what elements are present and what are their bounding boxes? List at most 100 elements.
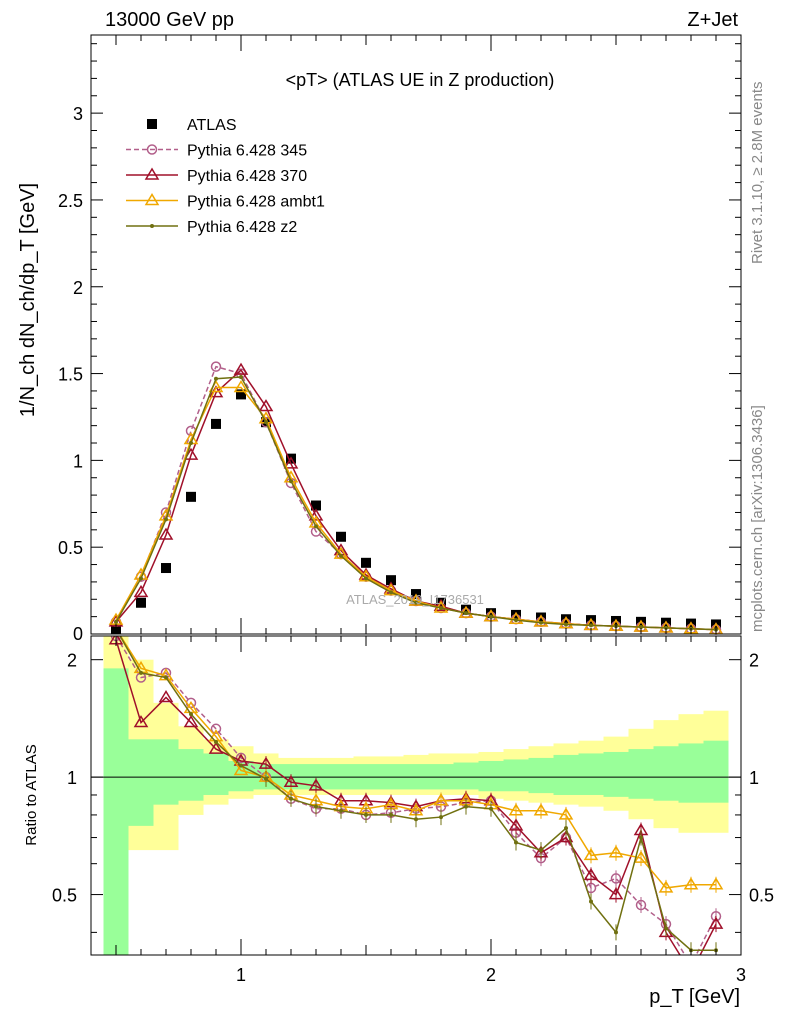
- upper-ylabel: 1/N_ch dN_ch/dp_T [GeV]: [17, 183, 39, 417]
- band-green: [128, 739, 154, 826]
- ratio-point-pythia-6-428-ambt1: [508, 803, 524, 816]
- point-pythia-6-428-z2: [264, 420, 268, 425]
- point-pythia-6-428-z2: [164, 517, 168, 522]
- ratio-point-pythia-6-428-z2: [639, 835, 643, 840]
- ratio-point-pythia-6-428-370: [158, 690, 174, 703]
- point-pythia-6-428-z2: [314, 524, 318, 529]
- ratio-point-pythia-6-428-z2: [214, 740, 218, 745]
- ratio-clip-group: [91, 636, 741, 977]
- point-pythia-6-428-ambt1: [533, 614, 549, 627]
- ratio-point-pythia-6-428-z2: [264, 776, 268, 781]
- ratio-point-pythia-6-428-z2: [389, 812, 393, 817]
- point-pythia-6-428-ambt1: [408, 593, 424, 606]
- upper-ytick-label: 1.5: [58, 365, 83, 385]
- point-pythia-6-428-z2: [464, 611, 468, 616]
- point-atlas: [311, 500, 321, 511]
- ratio-point-pythia-6-428-ambt1: [433, 793, 449, 806]
- legend-marker-pythia-6-428-ambt1: [144, 193, 160, 206]
- point-pythia-6-428-z2: [214, 376, 218, 381]
- upper-ytick-label: 0: [73, 624, 83, 644]
- ratio-point-pythia-6-428-ambt1: [683, 877, 699, 890]
- ratio-point-pythia-6-428-ambt1: [658, 880, 674, 893]
- band-green: [578, 753, 604, 795]
- ratio-point-pythia-6-428-z2: [439, 815, 443, 820]
- band-green: [653, 746, 679, 801]
- ratio-point-pythia-6-428-z2: [239, 763, 243, 768]
- ratio-series-lines: [91, 636, 741, 977]
- ratio-ytick-label-right: 2: [749, 651, 759, 671]
- watermark: ATLAS_2019_I1736531: [346, 592, 484, 607]
- upper-ytick-label: 2.5: [58, 191, 83, 211]
- ratio-point-pythia-6-428-z2: [189, 712, 193, 717]
- xtick-label: 1: [236, 965, 246, 985]
- point-pythia-6-428-z2: [489, 614, 493, 619]
- band-green: [203, 753, 229, 795]
- ratio-point-pythia-6-428-345: [210, 723, 222, 735]
- band-group: [103, 636, 729, 955]
- ratio-ylabel: Ratio to ATLAS: [23, 744, 40, 845]
- point-atlas: [161, 563, 171, 574]
- point-pythia-6-428-z2: [289, 479, 293, 484]
- point-pythia-6-428-z2: [639, 625, 643, 630]
- ratio-point-pythia-6-428-370: [258, 756, 274, 769]
- ratio-point-pythia-6-428-ambt1: [233, 763, 249, 776]
- ratio-point-pythia-6-428-370: [685, 967, 697, 977]
- ratio-point-pythia-6-428-370: [133, 715, 149, 728]
- ratio-ytick-label-right: 1: [749, 768, 759, 788]
- point-atlas: [236, 389, 246, 400]
- ratio-point-pythia-6-428-ambt1: [608, 845, 624, 858]
- upper-series-lines: [108, 361, 724, 635]
- point-pythia-6-428-370: [308, 508, 324, 521]
- legend-marker-pythia-6-428-370: [144, 167, 160, 180]
- ratio-point-pythia-6-428-370: [308, 778, 324, 791]
- point-atlas: [361, 557, 371, 568]
- header-left: 13000 GeV pp: [105, 9, 234, 31]
- ratio-point-pythia-6-428-345: [687, 960, 696, 969]
- band-green: [703, 740, 729, 803]
- legend-marker-pythia-6-428-z2: [150, 224, 154, 228]
- band-green: [178, 749, 204, 801]
- ratio-point-pythia-6-428-370: [708, 916, 724, 929]
- ratio-point-pythia-6-428-z2: [589, 899, 593, 904]
- point-atlas: [136, 597, 146, 608]
- point-pythia-6-428-z2: [139, 576, 143, 581]
- legend-marker-pythia-6-428-345: [146, 144, 158, 155]
- point-atlas: [461, 604, 471, 615]
- ratio-point-pythia-6-428-z2: [314, 804, 318, 809]
- point-pythia-6-428-z2: [664, 625, 668, 630]
- band-green: [678, 743, 704, 803]
- point-pythia-6-428-ambt1: [383, 583, 399, 596]
- ratio-point-pythia-6-428-z2: [139, 670, 143, 675]
- point-pythia-6-428-z2: [539, 620, 543, 625]
- ratio-ytick-label: 0.5: [52, 886, 77, 906]
- point-pythia-6-428-370: [283, 456, 299, 469]
- header-right: Z+Jet: [687, 9, 738, 31]
- upper-ytick-label: 1: [73, 451, 83, 471]
- ratio-point-pythia-6-428-z2: [339, 808, 343, 813]
- band-green: [628, 749, 654, 799]
- upper-ytick-label: 2: [73, 278, 83, 298]
- chart-title: <pT> (ATLAS UE in Z production): [286, 70, 555, 90]
- point-pythia-6-428-ambt1: [558, 616, 574, 629]
- ratio-point-pythia-6-428-z2: [364, 812, 368, 817]
- axes: 0 0.5 1 1.5 2 2.5 3 1 2 3 0.5 0.5 1 1 2 2: [52, 34, 774, 985]
- legend-marker-atlas: [147, 119, 157, 129]
- ratio-point-pythia-6-428-z2: [564, 826, 568, 831]
- ratio-point-pythia-6-428-370: [508, 818, 524, 831]
- point-pythia-6-428-z2: [239, 375, 243, 380]
- ratio-point-pythia-6-428-z2: [514, 840, 518, 845]
- uncertainty-bands: [103, 636, 729, 955]
- ratio-point-pythia-6-428-345: [635, 899, 647, 911]
- point-pythia-6-428-z2: [514, 618, 518, 623]
- ratio-point-pythia-6-428-ambt1: [533, 803, 549, 816]
- ratio-point-pythia-6-428-z2: [614, 930, 618, 935]
- point-pythia-6-428-345: [210, 361, 222, 372]
- point-pythia-6-428-370: [258, 399, 274, 412]
- rivet-label: Rivet 3.1.10, ≥ 2.8M events: [749, 82, 766, 265]
- ratio-point-pythia-6-428-370: [583, 867, 599, 881]
- ratio-point-pythia-6-428-z2: [164, 675, 168, 680]
- ratio-point-pythia-6-428-z2: [539, 848, 543, 853]
- xtick-label: 3: [736, 965, 746, 985]
- mcplots-label: mcplots.cern.ch [arXiv:1306.3436]: [749, 405, 766, 632]
- point-pythia-6-428-z2: [364, 576, 368, 581]
